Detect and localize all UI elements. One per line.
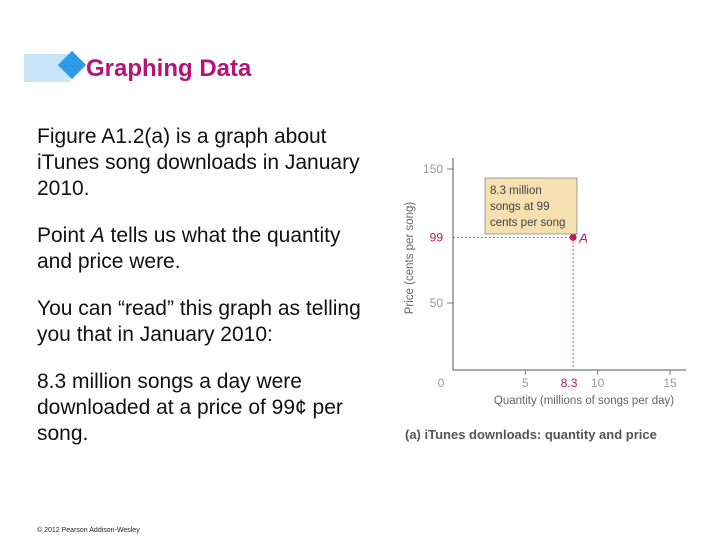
slide-body: Figure A1.2(a) is a graph about iTunes s… xyxy=(37,124,367,468)
x-axis-label: Quantity (millions of songs per day) xyxy=(494,395,674,407)
body-text-run: 8.3 million songs a day were downloaded … xyxy=(37,370,343,445)
body-italic-run: A xyxy=(90,224,105,247)
point-a-quantity-label: 8.3 xyxy=(561,376,578,390)
body-paragraph: Figure A1.2(a) is a graph about iTunes s… xyxy=(37,124,367,202)
x-tick-label: 0 xyxy=(438,376,445,390)
chart-caption: (a) iTunes downloads: quantity and price xyxy=(405,427,657,442)
slide-title: Graphing Data xyxy=(86,55,252,82)
annotation-line: songs at 99 xyxy=(490,201,549,213)
point-a-price-label: 99 xyxy=(430,230,444,244)
y-tick-label: 150 xyxy=(423,162,443,176)
copyright-notice: © 2012 Pearson Addison-Wesley xyxy=(37,527,140,534)
point-a-label: A xyxy=(578,230,588,245)
x-tick-label: 5 xyxy=(522,376,529,390)
itunes-chart: 50 150 0 5 10 15 A 99 8.3 8.3 million songs at 99 c… xyxy=(404,158,686,442)
x-tick-label: 10 xyxy=(591,376,605,390)
slide-title-block: Graphing Data xyxy=(24,50,324,86)
y-axis-label: Price (cents per song) xyxy=(404,202,416,315)
y-tick-label: 50 xyxy=(430,296,444,310)
body-text-run: Point xyxy=(37,224,91,247)
annotation-box xyxy=(484,177,578,235)
x-tick-label: 15 xyxy=(663,376,677,390)
annotation-leader xyxy=(570,233,578,236)
annotation-line: 8.3 million xyxy=(490,185,542,197)
body-paragraph: Point A tells us what the quantity and p… xyxy=(37,223,367,275)
body-text-run: tells us what the quantity and price wer… xyxy=(37,224,341,273)
body-text-run: You can “read” this graph as telling you… xyxy=(37,297,361,346)
annotation-line: cents per song xyxy=(490,217,565,229)
body-text-run: Figure A1.2(a) is a graph about iTunes s… xyxy=(37,125,360,200)
body-paragraph: You can “read” this graph as telling you… xyxy=(37,296,367,348)
body-paragraph: 8.3 million songs a day were downloaded … xyxy=(37,369,367,447)
